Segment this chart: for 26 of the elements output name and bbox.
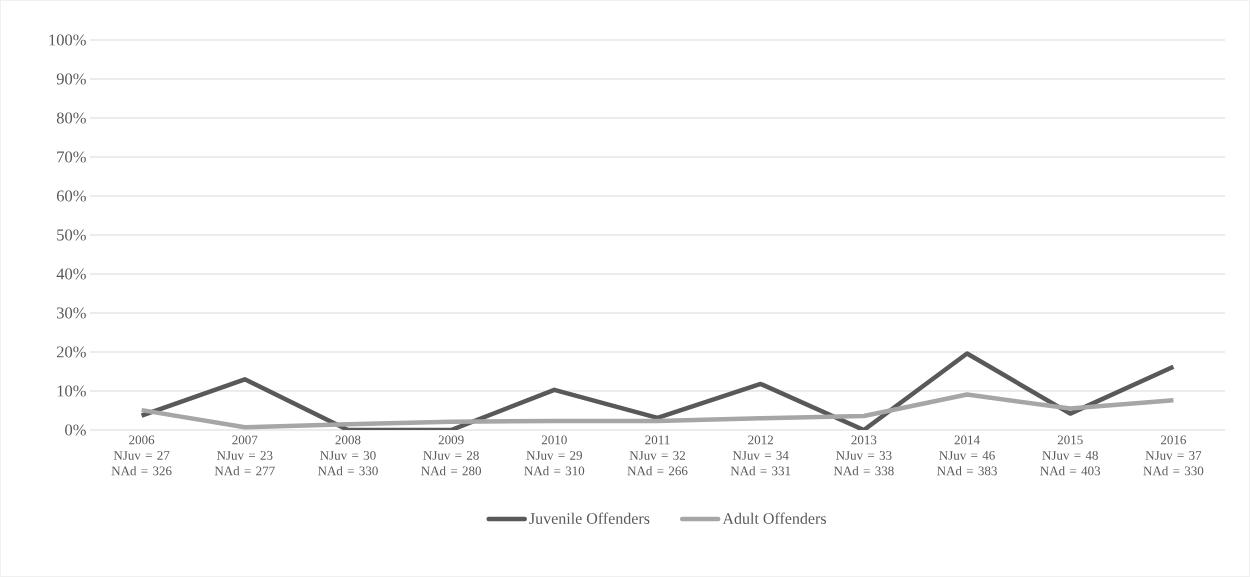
y-tick-label: 20%: [56, 346, 86, 358]
legend-label: Adult Offenders: [722, 512, 826, 524]
x-tick-label: 2015 NJuv = 48 NAd = 403: [1040, 435, 1101, 476]
y-tick-label: 0%: [65, 424, 86, 436]
y-tick-label: 60%: [56, 190, 86, 202]
y-tick-label: 100%: [49, 34, 86, 46]
x-tick-label: 2009 NJuv = 28 NAd = 280: [421, 435, 482, 476]
x-tick-label: 2013 NJuv = 33 NAd = 338: [833, 435, 894, 476]
x-tick-label: 2014 NJuv = 46 NAd = 383: [937, 435, 997, 476]
y-tick-label: 40%: [56, 268, 86, 280]
line-series: [139, 392, 1176, 430]
y-tick-label: 10%: [57, 385, 86, 397]
x-tick-label: 2008 NJuv = 30 NAd = 330: [317, 435, 378, 476]
legend-label: Juvenile Offenders: [529, 512, 650, 524]
y-tick-label: 80%: [56, 112, 86, 124]
y-tick-label: 30%: [57, 307, 86, 319]
x-tick-label: 2007 NJuv = 23 NAd = 277: [214, 435, 275, 476]
x-tick-label: 2006 NJuv = 27 NAd = 326: [111, 435, 172, 476]
x-tick-label: 2016 NJuv = 37 NAd = 330: [1143, 435, 1204, 476]
x-tick-label: 2010 NJuv = 29 NAd = 310: [524, 435, 585, 476]
x-tick-label: 2011 NJuv = 32 NAd = 266: [627, 435, 688, 476]
y-tick-label: 50%: [57, 229, 86, 241]
x-tick-label: 2012 NJuv = 34 NAd = 331: [730, 435, 791, 476]
y-tick-label: 70%: [57, 151, 86, 163]
y-tick-label: 90%: [56, 73, 86, 85]
line-series: [139, 351, 1176, 430]
